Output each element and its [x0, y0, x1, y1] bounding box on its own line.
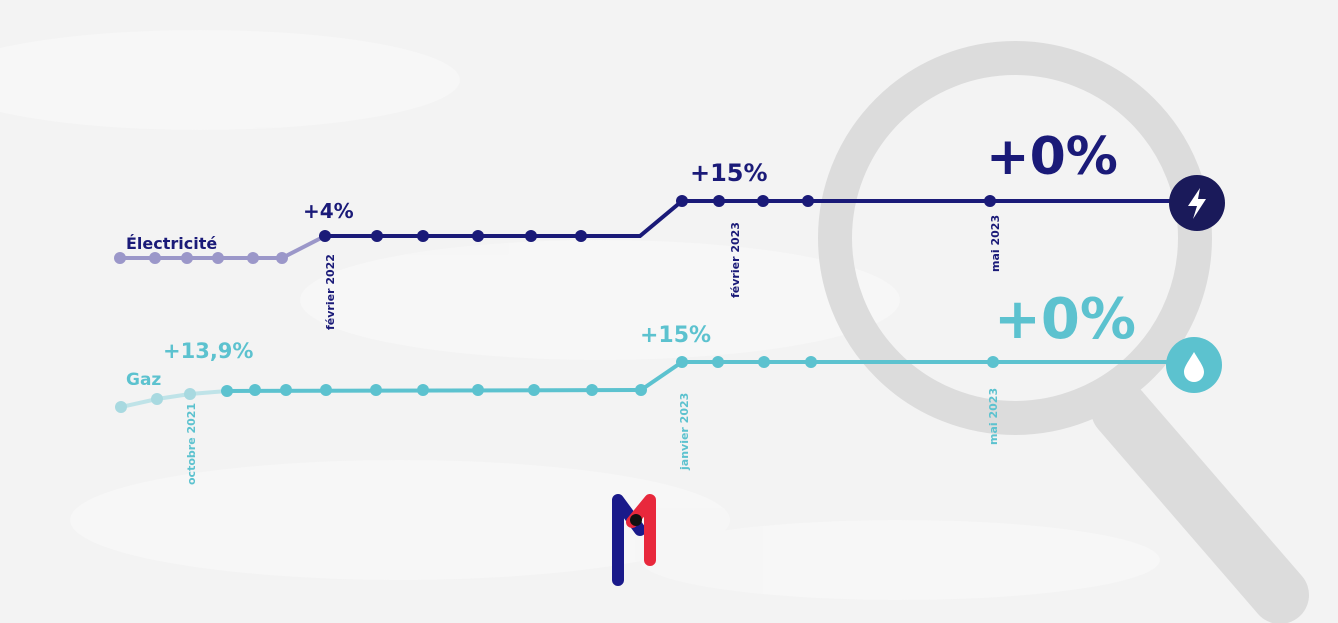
date-label: janvier 2023 [678, 393, 691, 471]
change-label: +4% [303, 199, 354, 223]
change-label: +15% [690, 159, 768, 187]
date-label: octobre 2021 [185, 403, 198, 485]
date-label: février 2023 [729, 222, 742, 298]
date-label: mai 2023 [989, 215, 1002, 272]
change-label: +0% [986, 127, 1118, 187]
gas-label: Gaz [126, 370, 161, 390]
change-label: +13,9% [163, 339, 253, 363]
change-label: +15% [640, 323, 711, 348]
date-label: février 2022 [324, 254, 337, 330]
change-label: +0% [994, 287, 1136, 352]
electricity-label: Électricité [126, 234, 217, 253]
date-label: mai 2023 [987, 388, 1000, 445]
infographic: Électricité +4% +15% +0% février 2022 fé… [0, 0, 1338, 623]
